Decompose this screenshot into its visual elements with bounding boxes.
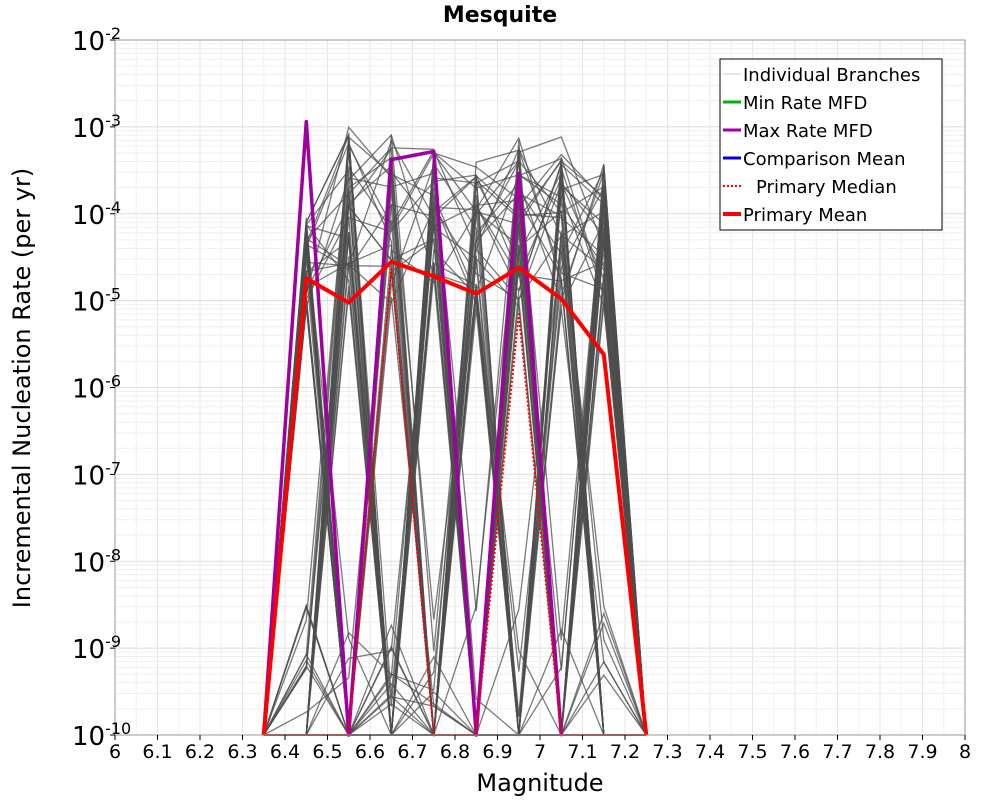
legend-label: Primary Mean	[743, 205, 867, 226]
y-tick-label: 10-9	[72, 632, 121, 665]
x-tick-label: 6.9	[482, 741, 512, 763]
y-tick-label: 10-6	[72, 372, 121, 405]
x-tick-label: 7.6	[780, 741, 810, 763]
y-tick-label: 10-5	[72, 285, 121, 318]
legend-label: Primary Median	[756, 177, 897, 198]
x-tick-label: 7.5	[737, 741, 767, 763]
legend-label: Max Rate MFD	[743, 121, 873, 142]
x-tick-label: 8	[959, 741, 971, 763]
legend-label: Individual Branches	[743, 65, 920, 86]
x-axis-label: Magnitude	[476, 769, 603, 797]
branch-line	[263, 182, 647, 737]
x-tick-label: 7.7	[822, 741, 852, 763]
legend-label: Min Rate MFD	[743, 93, 867, 114]
y-tick-label: 10-4	[72, 198, 121, 231]
x-tick-label: 7.3	[652, 741, 682, 763]
x-tick-label: 7.9	[907, 741, 937, 763]
x-tick-label: 6.7	[397, 741, 427, 763]
y-tick-label: 10-7	[72, 458, 121, 491]
y-tick-label: 10-10	[72, 719, 131, 752]
series-line-primary-mean	[261, 259, 649, 736]
series-line-max-rate-mfd	[261, 119, 564, 737]
y-axis-label: Incremental Nucleation Rate (per yr)	[8, 168, 36, 608]
legend: Individual Branches Min Rate MFD Max Rate …	[719, 58, 943, 231]
x-tick-label: 6.2	[185, 741, 215, 763]
x-tick-label: 6.3	[227, 741, 257, 763]
x-axis-ticks: 6 6.1 6.2 6.3 6.4 6.5 6.6 6.7 6.8 6.9 7 7.1 7.2 7.3 7.…	[109, 735, 971, 763]
y-tick-label: 10-3	[72, 111, 121, 144]
x-tick-label: 7.1	[567, 741, 597, 763]
x-tick-label: 6	[109, 741, 121, 763]
branch-line	[263, 177, 647, 736]
x-tick-label: 6.5	[312, 741, 342, 763]
y-tick-label: 10-2	[72, 24, 121, 57]
x-tick-label: 7.2	[610, 741, 640, 763]
branch-line	[263, 233, 647, 736]
x-tick-label: 6.6	[355, 741, 385, 763]
x-tick-label: 7.4	[695, 741, 725, 763]
x-tick-label: 6.1	[142, 741, 172, 763]
x-tick-label: 7.8	[865, 741, 895, 763]
y-tick-label: 10-8	[72, 545, 121, 578]
y-axis-ticks: 10-2 10-3 10-4 10-5 10-6 10-7 10-8 10-9 10-10	[72, 24, 131, 752]
x-tick-label: 6.8	[440, 741, 470, 763]
chart-title: Mesquite	[443, 3, 557, 28]
legend-label: Comparison Mean	[743, 149, 906, 170]
x-tick-label: 6.4	[270, 741, 300, 763]
x-tick-label: 7	[534, 741, 546, 763]
legend-box	[719, 58, 943, 231]
